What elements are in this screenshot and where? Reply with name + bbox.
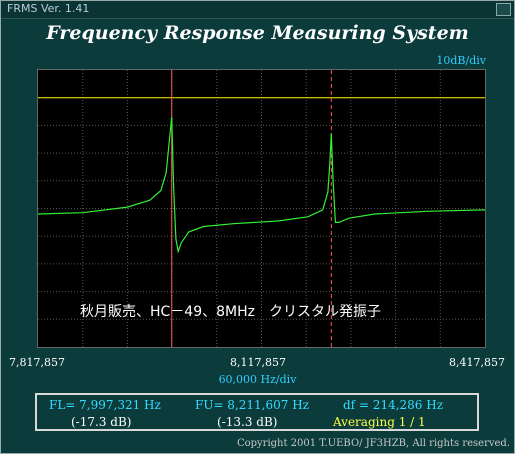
df-value: df = 214,286 Hz — [343, 398, 444, 412]
spectrum-svg — [38, 70, 485, 347]
title-bar[interactable]: FRMS Ver. 1.41 — [1, 1, 514, 19]
fu-db: (-13.3 dB) — [217, 415, 278, 429]
x-unit-label: 60,000 Hz/div — [218, 373, 297, 386]
app-title: Frequency Response Measuring System — [46, 22, 469, 44]
plot-caption: 秋月販売、HC－49、8MHz クリスタル発振子 — [80, 304, 381, 320]
readout-panel: FL= 7,997,321 Hz (-17.3 dB) FU= 8,211,60… — [35, 393, 479, 431]
x-tick-center: 8,117,857 — [230, 356, 286, 369]
y-scale-label: 10dB/div — [436, 54, 486, 67]
fl-db: (-17.3 dB) — [71, 415, 132, 429]
fl-frequency: FL= 7,997,321 Hz — [49, 398, 161, 412]
frequency-response-trace — [38, 117, 485, 254]
copyright-text: Copyright 2001 T.UEBO/ JF3HZB, All right… — [236, 438, 510, 449]
spectrum-plot[interactable]: 秋月販売、HC－49、8MHz クリスタル発振子 — [37, 69, 486, 348]
window-title: FRMS Ver. 1.41 — [7, 2, 90, 15]
averaging-status: Averaging 1 / 1 — [333, 415, 426, 429]
x-tick-end: 8,417,857 — [449, 356, 505, 369]
fu-frequency: FU= 8,211,607 Hz — [195, 398, 309, 412]
close-button[interactable] — [496, 3, 511, 16]
x-tick-start: 7,817,857 — [9, 356, 65, 369]
